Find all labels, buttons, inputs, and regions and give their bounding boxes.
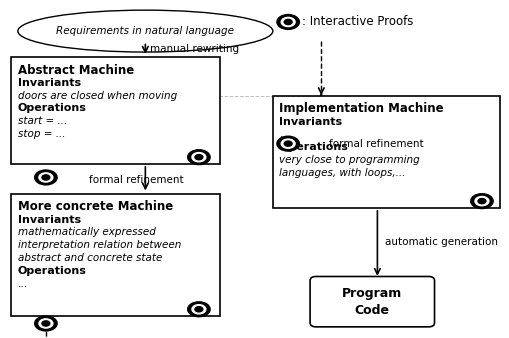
Text: Invariants: Invariants: [18, 78, 81, 88]
Circle shape: [39, 173, 53, 182]
Text: Invariants: Invariants: [279, 117, 342, 127]
Circle shape: [470, 194, 492, 209]
Text: automatic generation: automatic generation: [384, 237, 497, 247]
Text: ...: ...: [279, 129, 289, 140]
Text: Program
Code: Program Code: [342, 287, 402, 317]
Text: More concrete Machine: More concrete Machine: [18, 200, 173, 213]
Text: interpretation relation between: interpretation relation between: [18, 240, 181, 250]
Circle shape: [276, 15, 299, 29]
Circle shape: [42, 321, 50, 326]
Circle shape: [35, 170, 57, 185]
Text: Operations: Operations: [18, 266, 87, 276]
Circle shape: [187, 302, 210, 317]
Text: formal refinement: formal refinement: [328, 139, 423, 149]
Circle shape: [474, 196, 488, 206]
Text: Invariants: Invariants: [18, 215, 81, 225]
Text: ...: ...: [18, 279, 28, 289]
Circle shape: [276, 136, 299, 151]
Text: languages, with loops,...: languages, with loops,...: [279, 168, 405, 178]
Circle shape: [187, 150, 210, 165]
Text: formal refinement: formal refinement: [89, 175, 184, 185]
Bar: [11, 194, 220, 316]
Circle shape: [280, 17, 295, 27]
Bar: [11, 57, 220, 164]
Text: start = ...: start = ...: [18, 116, 67, 126]
Circle shape: [194, 307, 203, 312]
Text: Operations: Operations: [279, 142, 348, 152]
Circle shape: [284, 19, 292, 25]
Circle shape: [191, 305, 206, 314]
Circle shape: [39, 319, 53, 328]
Circle shape: [280, 139, 295, 148]
Circle shape: [35, 316, 57, 331]
Circle shape: [194, 154, 203, 160]
Circle shape: [191, 152, 206, 162]
Circle shape: [477, 198, 485, 204]
Text: Operations: Operations: [18, 103, 87, 114]
Text: Abstract Machine: Abstract Machine: [18, 64, 134, 76]
Text: abstract and concrete state: abstract and concrete state: [18, 253, 162, 263]
Text: : Interactive Proofs: : Interactive Proofs: [302, 16, 413, 28]
Text: stop = ...: stop = ...: [18, 129, 65, 139]
Text: Implementation Machine: Implementation Machine: [279, 102, 443, 115]
Circle shape: [284, 141, 292, 146]
Text: manual rewriting: manual rewriting: [150, 44, 239, 54]
Text: Requirements in natural language: Requirements in natural language: [56, 26, 234, 36]
Circle shape: [42, 175, 50, 180]
Text: mathematically expressed: mathematically expressed: [18, 227, 155, 238]
Bar: [272, 96, 499, 208]
Text: very close to programming: very close to programming: [279, 155, 419, 165]
Text: doors are closed when moving: doors are closed when moving: [18, 91, 177, 101]
